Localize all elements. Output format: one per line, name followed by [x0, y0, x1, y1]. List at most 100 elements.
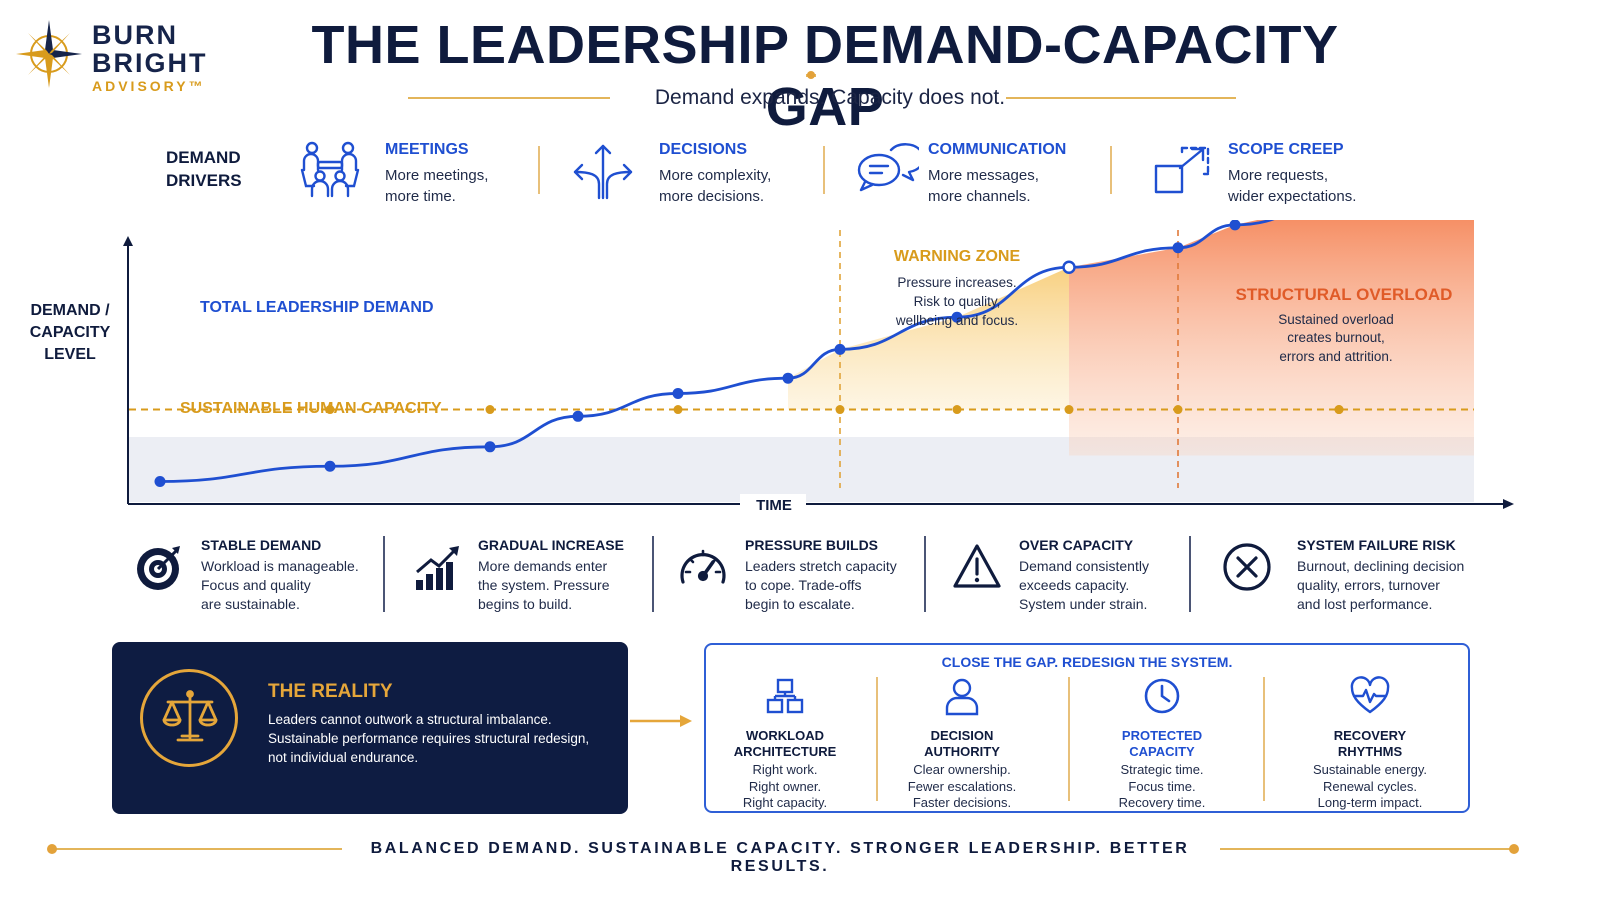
driver-scope-creep-desc: More requests, wider expectations. [1228, 165, 1356, 207]
brand-line-1: BURN [92, 20, 178, 50]
phase-stable-demand-desc: Workload is manageable. Focus and qualit… [201, 557, 359, 614]
phase-stable-demand-title: STABLE DEMAND [201, 537, 322, 553]
phase-over-capacity-desc-2: exceeds capacity. [1019, 577, 1130, 593]
capacity-markers [325, 405, 1344, 415]
phase-pressure-builds-title: PRESSURE BUILDS [745, 537, 879, 553]
overload-zone-fill [1069, 220, 1474, 456]
capacity-marker [673, 405, 683, 415]
reality-title: THE REALITY [268, 681, 393, 702]
driver-communication: COMMUNICATION More messages, more channe… [855, 138, 1095, 208]
capacity-series-label: SUSTAINABLE HUMAN CAPACITY [180, 400, 442, 417]
brand-logo: BURN BRIGHT ADVISORY™ [14, 16, 224, 96]
driver-divider [1110, 146, 1112, 194]
phase-gradual-increase-desc: More demands enter the system. Pressure … [478, 557, 610, 614]
subtitle-rule-right [1006, 97, 1236, 99]
driver-meetings-desc: More meetings, more time. [385, 165, 488, 207]
solution-workload-architecture-title-2: ARCHITECTURE [733, 744, 837, 759]
y-axis-arrow [123, 236, 133, 246]
overload-zone-title: STRUCTURAL OVERLOAD [1236, 285, 1453, 304]
warning-zone-line2: Risk to quality, [914, 294, 1001, 309]
compass-star-icon [16, 20, 82, 88]
solution-recovery-rhythms-title-2: RHYTHMS [1337, 744, 1403, 759]
phase-pressure-builds-desc-2: to cope. Trade-offs [745, 577, 862, 593]
solution-recovery-rhythms-desc-3: Long-term impact. [1317, 795, 1423, 810]
demand-point [782, 372, 794, 384]
gauge-icon [680, 549, 726, 584]
phase-gradual-increase-desc-1: More demands enter [478, 558, 608, 574]
solution-protected-capacity-desc-1: Strategic time. [1120, 762, 1204, 777]
driver-decisions-desc-1: More complexity, [659, 167, 772, 184]
phase-over-capacity-title: OVER CAPACITY [1019, 537, 1134, 553]
page-title: THE LEADERSHIP DEMAND-CAPACITY GAP [311, 15, 1339, 137]
warning-zone-line1: Pressure increases. [897, 275, 1016, 290]
balance-scale-icon [162, 690, 218, 742]
solution-decision-authority-title-2: AUTHORITY [924, 744, 1000, 759]
demand-point [672, 387, 684, 399]
driver-decisions-desc-2: more decisions. [659, 188, 765, 205]
driver-meetings-desc-1: More meetings, [385, 167, 489, 184]
y-axis-label-3: LEVEL [44, 346, 96, 363]
demand-point [834, 343, 846, 355]
solution-divider [876, 677, 878, 801]
heartbeat-icon [1350, 676, 1390, 714]
solution-recovery-rhythms-desc: Sustainable energy. Renewal cycles. Long… [1275, 762, 1465, 812]
driver-communication-desc-2: more channels. [928, 188, 1031, 205]
x-axis-label: TIME [756, 497, 792, 514]
phase-stable-demand: STABLE DEMAND Workload is manageable. Fo… [134, 536, 374, 616]
solution-recovery-rhythms-desc-2: Renewal cycles. [1323, 778, 1417, 794]
driver-scope-creep-desc-1: More requests, [1228, 167, 1329, 184]
solution-protected-capacity-desc-3: Recovery time. [1118, 795, 1206, 810]
demand-capacity-chart: TIME TOTAL LEADERSHIP DEMAND SUSTAINABLE… [123, 220, 1514, 514]
solution-recovery-rhythms: RECOVERY RHYTHMS Sustainable energy. Ren… [1275, 676, 1465, 812]
solution-recovery-rhythms-desc-1: Sustainable energy. [1313, 762, 1427, 777]
phase-gradual-increase: GRADUAL INCREASE More demands enter the … [413, 536, 643, 616]
solution-protected-capacity: PROTECTED CAPACITY Strategic time. Focus… [1067, 676, 1257, 812]
title-accent-dot [807, 71, 815, 79]
solution-divider [1263, 677, 1265, 801]
y-axis-label: DEMAND / CAPACITY LEVEL [20, 300, 120, 366]
person-icon [945, 678, 979, 716]
driver-scope-creep-title: SCOPE CREEP [1228, 141, 1344, 158]
solution-protected-capacity-title-1: PROTECTED [1121, 728, 1203, 743]
driver-communication-desc-1: More messages, [928, 167, 1039, 184]
demand-point [1172, 242, 1184, 254]
phase-gradual-increase-desc-3: begins to build. [478, 596, 573, 612]
solution-decision-authority-title-1: DECISION [930, 728, 994, 743]
driver-divider [823, 146, 825, 194]
driver-decisions: DECISIONS More complexity, more decision… [571, 138, 811, 208]
solution-recovery-rhythms-title: RECOVERY RHYTHMS [1275, 728, 1465, 760]
phase-over-capacity-desc-3: System under strain. [1019, 596, 1148, 612]
warning-triangle-icon [953, 544, 1001, 588]
rising-bars-icon [416, 546, 459, 590]
solution-divider [1068, 677, 1070, 801]
demand-drivers-label: DEMAND DRIVERS [166, 146, 242, 192]
reality-body-1: Leaders cannot outwork a structural imba… [268, 712, 552, 727]
org-blocks-icon [766, 678, 804, 714]
balance-scale-ring [140, 669, 238, 767]
phase-system-failure-risk-title: SYSTEM FAILURE RISK [1297, 537, 1456, 553]
solution-workload-architecture-desc: Right work. Right owner. Right capacity. [690, 762, 880, 812]
phase-stable-demand-desc-1: Workload is manageable. [201, 558, 359, 574]
driver-communication-title: COMMUNICATION [928, 141, 1067, 158]
phase-gradual-increase-desc-2: the system. Pressure [478, 577, 610, 593]
solution-protected-capacity-title-2: CAPACITY [1129, 744, 1195, 759]
x-circle-icon [1223, 543, 1271, 591]
demand-point [1229, 220, 1241, 231]
phase-system-failure-risk-desc-1: Burnout, declining decision [1297, 558, 1465, 574]
demand-point [484, 441, 496, 453]
demand-drivers-label-line1: DEMAND [166, 148, 241, 167]
phase-system-failure-risk: SYSTEM FAILURE RISK Burnout, declining d… [1222, 536, 1472, 616]
phase-system-failure-risk-desc: Burnout, declining decision quality, err… [1297, 557, 1464, 614]
phase-system-failure-risk-desc-3: and lost performance. [1297, 596, 1433, 612]
overload-zone-line1: Sustained overload [1278, 312, 1394, 327]
solution-decision-authority-desc-3: Faster decisions. [912, 795, 1012, 810]
demand-drivers-label-line2: DRIVERS [166, 171, 242, 190]
capacity-marker [835, 405, 845, 415]
demand-series-label: TOTAL LEADERSHIP DEMAND [200, 299, 434, 316]
driver-communication-desc: More messages, more channels. [928, 165, 1039, 207]
capacity-marker [952, 405, 962, 415]
demand-point [324, 460, 336, 472]
arrow-right-icon [630, 715, 692, 727]
driver-divider [538, 146, 540, 194]
phase-pressure-builds-desc-1: Leaders stretch capacity [745, 558, 897, 574]
